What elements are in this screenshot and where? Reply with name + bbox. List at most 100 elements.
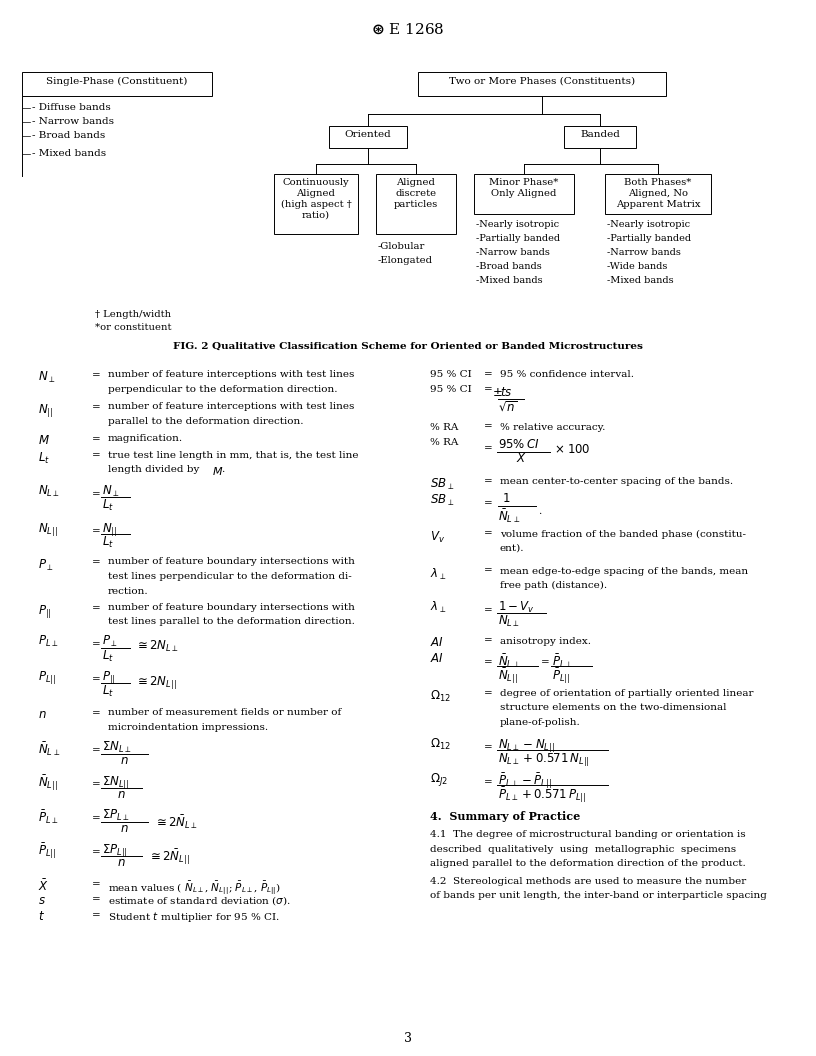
Text: $P_{||}$: $P_{||}$ [102,670,116,686]
Text: $n$: $n$ [117,856,126,869]
Text: $AI$: $AI$ [430,652,444,665]
Text: $\Sigma P_{L||}$: $\Sigma P_{L||}$ [102,842,127,859]
Text: mean edge-to-edge spacing of the bands, mean: mean edge-to-edge spacing of the bands, … [500,566,748,576]
Text: -Narrow bands: -Narrow bands [476,248,550,257]
Text: =: = [484,689,493,698]
Text: =: = [484,742,493,752]
Text: -Elongated: -Elongated [378,256,433,265]
Text: $P_{L||}$: $P_{L||}$ [38,670,56,686]
Text: - Broad bands: - Broad bands [32,131,105,140]
Text: $N_{\perp}$: $N_{\perp}$ [38,370,55,385]
Text: $N_{L||}$: $N_{L||}$ [38,521,58,538]
Bar [22,72,212,96]
Text: =: = [92,709,100,718]
Text: $P_{\perp}$: $P_{\perp}$ [102,634,118,649]
Text: 4.1  The degree of microstructural banding or orientation is: 4.1 The degree of microstructural bandin… [430,830,746,840]
Text: =: = [92,527,100,535]
Text: $\bar{P}_{L\perp} - \bar{P}_{L||}$: $\bar{P}_{L\perp} - \bar{P}_{L||}$ [498,772,552,791]
Text: structure elements on the two-dimensional: structure elements on the two-dimensiona… [500,703,726,713]
Text: $X$: $X$ [516,453,527,466]
Text: - Narrow bands: - Narrow bands [32,117,114,126]
Text: $\times\;100$: $\times\;100$ [554,444,591,456]
Text: 4.2  Stereological methods are used to measure the number: 4.2 Stereological methods are used to me… [430,876,747,886]
Text: - Mixed bands: - Mixed bands [32,149,106,158]
Text: $AI$: $AI$ [430,637,444,649]
Text: number of feature interceptions with test lines: number of feature interceptions with tes… [108,402,354,411]
Text: estimate of standard deviation ($\sigma$).: estimate of standard deviation ($\sigma$… [108,894,291,907]
Text: $\bar{P}_{L\perp}$: $\bar{P}_{L\perp}$ [38,808,59,826]
Text: $\bar{N}_{L||}$: $\bar{N}_{L||}$ [38,774,58,793]
Text: .: . [221,465,224,474]
Text: =: = [541,658,550,667]
Bar [605,174,711,214]
Text: $n$: $n$ [120,823,129,835]
Text: † Length/width: † Length/width [95,310,171,319]
Text: $1 - V_v$: $1 - V_v$ [498,600,535,615]
Text: =: = [484,385,493,395]
Text: test lines perpendicular to the deformation di-: test lines perpendicular to the deformat… [108,572,352,581]
Text: $\Sigma N_{L||}$: $\Sigma N_{L||}$ [102,774,129,791]
Text: -Narrow bands: -Narrow bands [607,248,681,257]
Text: $L_{t}$: $L_{t}$ [102,498,114,513]
Text: =: = [92,604,100,612]
Text: =: = [92,559,100,567]
Text: true test line length in mm, that is, the test line: true test line length in mm, that is, th… [108,451,358,459]
Text: FIG. 2 Qualitative Classification Scheme for Oriented or Banded Microstructures: FIG. 2 Qualitative Classification Scheme… [173,342,643,351]
Text: $\bf{\circledast}$ E 1268: $\bf{\circledast}$ E 1268 [371,22,445,37]
Text: $N_{L\perp} + 0.571\,N_{L||}$: $N_{L\perp} + 0.571\,N_{L||}$ [498,751,589,768]
Text: =: = [484,566,493,576]
Bar [564,126,636,148]
Text: $M$: $M$ [212,465,224,477]
Text: $95\%\,CI$: $95\%\,CI$ [498,438,539,451]
Text: $N_{L\perp}$: $N_{L\perp}$ [498,614,521,629]
Text: free path (distance).: free path (distance). [500,581,607,590]
Text: Aligned: Aligned [296,189,335,199]
Text: =: = [92,911,100,920]
Text: $M$: $M$ [38,434,50,447]
Text: % relative accuracy.: % relative accuracy. [500,422,605,432]
Text: particles: particles [394,200,438,209]
Text: aligned parallel to the deformation direction of the product.: aligned parallel to the deformation dire… [430,859,746,868]
Text: perpendicular to the deformation direction.: perpendicular to the deformation directi… [108,384,338,394]
Text: $n$: $n$ [38,708,47,721]
Text: $\cong 2N_{L||}$: $\cong 2N_{L||}$ [135,674,177,692]
Text: =: = [92,780,100,789]
Text: =: = [92,403,100,412]
Text: $\lambda_{\perp}$: $\lambda_{\perp}$ [430,600,446,615]
Text: =: = [484,606,493,615]
Text: $P_{\perp}$: $P_{\perp}$ [38,558,54,572]
Text: mean values ( $\bar{N}_{L\perp}$, $\bar{N}_{L||}$; $\bar{P}_{L\perp}$, $\bar{P}_: mean values ( $\bar{N}_{L\perp}$, $\bar{… [108,879,281,897]
Text: =: = [92,747,100,755]
Text: =: = [92,435,100,444]
Text: 95 % CI: 95 % CI [430,370,472,379]
Text: $\Sigma N_{L\perp}$: $\Sigma N_{L\perp}$ [102,740,131,755]
Text: $\sqrt{n}$: $\sqrt{n}$ [498,400,518,414]
Text: 95 % confidence interval.: 95 % confidence interval. [500,370,634,379]
Text: $P_{||}$: $P_{||}$ [38,603,51,620]
Text: Only Aligned: Only Aligned [491,189,557,199]
Text: $N_{||}$: $N_{||}$ [38,402,53,419]
Text: $\bar{X}$: $\bar{X}$ [38,879,49,894]
Text: $N_{L\perp} - N_{L||}$: $N_{L\perp} - N_{L||}$ [498,736,555,754]
Text: length divided by: length divided by [108,465,202,474]
Text: =: = [484,658,493,667]
Text: $1$: $1$ [502,492,510,506]
Text: =: = [92,814,100,824]
Text: =: = [92,848,100,857]
Bar [376,174,456,234]
Text: described  qualitatively  using  metallographic  specimens: described qualitatively using metallogra… [430,845,736,853]
Text: $V_v$: $V_v$ [430,529,445,545]
Text: Banded: Banded [580,130,620,139]
Text: $\bar{N}_{L\perp}$: $\bar{N}_{L\perp}$ [38,740,60,757]
Text: volume fraction of the banded phase (constitu-: volume fraction of the banded phase (con… [500,529,746,539]
Text: $SB_{\perp}$: $SB_{\perp}$ [430,477,455,492]
Text: -Wide bands: -Wide bands [607,262,667,271]
Text: $\cong 2\bar{N}_{L\perp}$: $\cong 2\bar{N}_{L\perp}$ [154,813,198,831]
Text: $\Omega_{J2}$: $\Omega_{J2}$ [430,772,448,789]
Text: $\bar{N}_{L\perp}$: $\bar{N}_{L\perp}$ [498,507,521,525]
Text: -Partially banded: -Partially banded [476,234,560,243]
Text: 95 % CI: 95 % CI [430,385,472,395]
Text: -Partially banded: -Partially banded [607,234,691,243]
Text: Two or More Phases (Constituents): Two or More Phases (Constituents) [449,77,635,86]
Bar [329,126,407,148]
